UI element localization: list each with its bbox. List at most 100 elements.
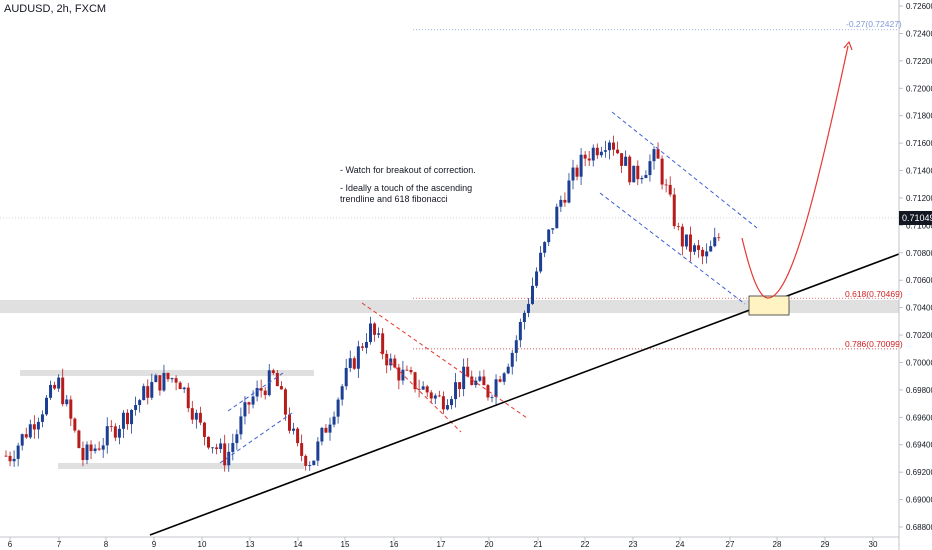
fib-label-1: 0.618(0.70469) bbox=[845, 289, 903, 299]
candle-body bbox=[65, 399, 69, 405]
candle-body bbox=[551, 228, 555, 230]
candle-body bbox=[656, 149, 660, 159]
candle-body bbox=[8, 455, 12, 462]
candle-body bbox=[53, 384, 57, 389]
current-price-tag: 0.71049 bbox=[899, 211, 932, 225]
candle-body bbox=[356, 346, 360, 369]
candle-body bbox=[231, 443, 235, 452]
candle-body bbox=[24, 434, 28, 438]
analysis-note: - Watch for breakout of correction. - Id… bbox=[340, 165, 476, 205]
projection-curve bbox=[741, 45, 849, 299]
candle-body bbox=[352, 358, 356, 369]
candle-body bbox=[607, 142, 611, 151]
candle-body bbox=[300, 443, 304, 456]
candle-body bbox=[186, 387, 190, 409]
candle-body bbox=[676, 226, 680, 227]
candle-body bbox=[247, 402, 251, 405]
candle-body bbox=[409, 370, 413, 373]
candle-body bbox=[219, 443, 223, 450]
candle-body bbox=[421, 386, 425, 390]
candle-body bbox=[89, 444, 93, 452]
candle-body bbox=[360, 346, 364, 348]
correction-channel-blue-lower bbox=[599, 192, 746, 305]
candle-body bbox=[146, 386, 150, 398]
candle-body bbox=[567, 180, 571, 203]
candle-body bbox=[207, 436, 210, 448]
candle-body bbox=[202, 422, 206, 437]
candle-body bbox=[563, 199, 567, 203]
candle-body bbox=[571, 167, 575, 181]
candle-body bbox=[648, 161, 652, 176]
candle-body bbox=[4, 455, 8, 457]
x-tick-label: 24 bbox=[676, 540, 685, 549]
candle-body bbox=[28, 424, 32, 438]
time-axis[interactable]: 6 7 8 9 10 13 14 15 16 17 20 21 22 23 24 27 28 29 30 bbox=[0, 536, 899, 549]
target-box bbox=[748, 295, 790, 316]
candle-body bbox=[312, 460, 316, 466]
channels-layer bbox=[219, 111, 758, 464]
candle-body bbox=[660, 158, 664, 185]
candle-body bbox=[539, 252, 543, 272]
candle-body bbox=[498, 379, 502, 382]
candle-body bbox=[717, 237, 721, 239]
candle-body bbox=[466, 366, 470, 377]
candle-body bbox=[373, 323, 377, 335]
candle-body bbox=[583, 154, 587, 159]
x-tick-label: 20 bbox=[485, 540, 494, 549]
candle-body bbox=[81, 447, 85, 460]
candle-body bbox=[632, 165, 636, 183]
candle-body bbox=[680, 226, 684, 247]
candle-body bbox=[40, 414, 44, 422]
candle-body bbox=[417, 389, 421, 390]
candle-body bbox=[344, 367, 348, 387]
candle-body bbox=[612, 142, 615, 150]
x-tick-label: 15 bbox=[341, 540, 350, 549]
candle-body bbox=[340, 386, 344, 400]
candle-body bbox=[397, 367, 401, 381]
candle-body bbox=[693, 245, 696, 252]
candle-body bbox=[433, 395, 437, 399]
candle-body bbox=[672, 194, 676, 227]
candle-body bbox=[664, 184, 668, 186]
candle-body bbox=[113, 426, 117, 438]
y-tick-label: 0.68800 bbox=[906, 523, 932, 532]
candle-body bbox=[381, 333, 385, 354]
candle-body bbox=[320, 427, 324, 442]
zones-layer bbox=[0, 300, 899, 469]
candle-body bbox=[138, 400, 142, 406]
note-line-1: - Watch for breakout of correction. bbox=[340, 165, 476, 175]
candle-body bbox=[279, 386, 283, 390]
candle-body bbox=[45, 397, 48, 415]
candle-body bbox=[393, 358, 397, 368]
candle-body bbox=[640, 177, 644, 180]
x-tick-label: 29 bbox=[821, 540, 830, 549]
candle-body bbox=[494, 379, 498, 397]
candle-body bbox=[401, 369, 405, 381]
candle-body bbox=[308, 465, 312, 466]
candle-body bbox=[486, 385, 490, 398]
candle-body bbox=[454, 382, 458, 400]
candle-body bbox=[211, 447, 215, 449]
candle-body bbox=[16, 445, 20, 459]
candle-body bbox=[215, 447, 219, 450]
x-tick-label: 27 bbox=[726, 540, 735, 549]
candle-body bbox=[652, 149, 656, 162]
candle-body bbox=[668, 184, 672, 195]
candle-body bbox=[364, 341, 368, 348]
candle-body bbox=[348, 358, 352, 368]
x-tick-label: 30 bbox=[869, 540, 878, 549]
x-tick-label: 21 bbox=[534, 540, 543, 549]
range-bottom-zone bbox=[58, 463, 304, 469]
x-tick-label: 8 bbox=[104, 540, 109, 549]
candle-body bbox=[162, 372, 166, 391]
